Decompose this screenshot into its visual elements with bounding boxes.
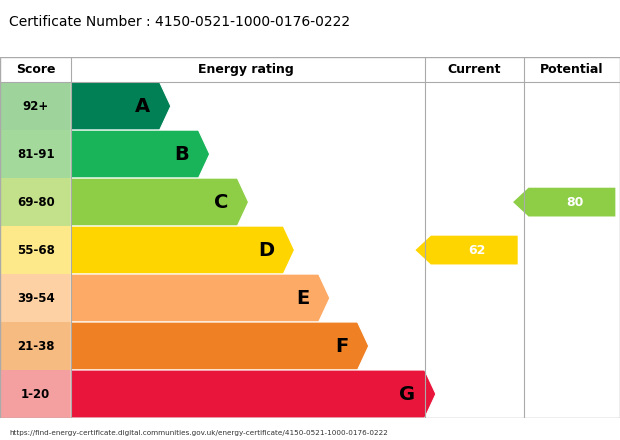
Text: D: D bbox=[258, 241, 274, 260]
Polygon shape bbox=[71, 370, 436, 418]
Bar bbox=[0, 178, 71, 226]
Text: Potential: Potential bbox=[540, 63, 604, 76]
Text: A: A bbox=[135, 97, 150, 116]
Text: 1-20: 1-20 bbox=[21, 388, 50, 400]
Text: Energy rating: Energy rating bbox=[198, 63, 294, 76]
Bar bbox=[0, 57, 620, 82]
Polygon shape bbox=[71, 130, 210, 178]
Polygon shape bbox=[71, 322, 369, 370]
Bar bbox=[0, 274, 71, 322]
Text: 92+: 92+ bbox=[22, 99, 49, 113]
Text: B: B bbox=[174, 145, 189, 164]
Text: 39-54: 39-54 bbox=[17, 292, 55, 304]
Bar bbox=[0, 226, 71, 274]
Polygon shape bbox=[415, 236, 518, 264]
Bar bbox=[0, 370, 71, 418]
Text: F: F bbox=[335, 337, 348, 356]
Text: 69-80: 69-80 bbox=[17, 196, 55, 209]
Bar bbox=[425, 82, 620, 418]
Polygon shape bbox=[71, 82, 171, 130]
Polygon shape bbox=[71, 226, 294, 274]
Text: 81-91: 81-91 bbox=[17, 147, 55, 161]
Polygon shape bbox=[71, 274, 330, 322]
Text: Current: Current bbox=[448, 63, 501, 76]
Polygon shape bbox=[513, 188, 615, 216]
Text: G: G bbox=[399, 385, 415, 403]
Text: 80: 80 bbox=[566, 196, 584, 209]
Text: 21-38: 21-38 bbox=[17, 340, 55, 352]
Text: 62: 62 bbox=[469, 244, 486, 257]
Text: https://find-energy-certificate.digital.communities.gov.uk/energy-certificate/41: https://find-energy-certificate.digital.… bbox=[9, 430, 388, 436]
Text: Certificate Number : 4150-0521-1000-0176-0222: Certificate Number : 4150-0521-1000-0176… bbox=[9, 15, 350, 29]
Text: Score: Score bbox=[16, 63, 55, 76]
Bar bbox=[0, 130, 71, 178]
Text: C: C bbox=[214, 193, 228, 212]
Text: E: E bbox=[296, 289, 309, 308]
Polygon shape bbox=[71, 178, 249, 226]
Bar bbox=[71, 82, 425, 418]
Bar bbox=[0, 82, 71, 130]
Text: 55-68: 55-68 bbox=[17, 244, 55, 257]
Bar bbox=[0, 322, 71, 370]
